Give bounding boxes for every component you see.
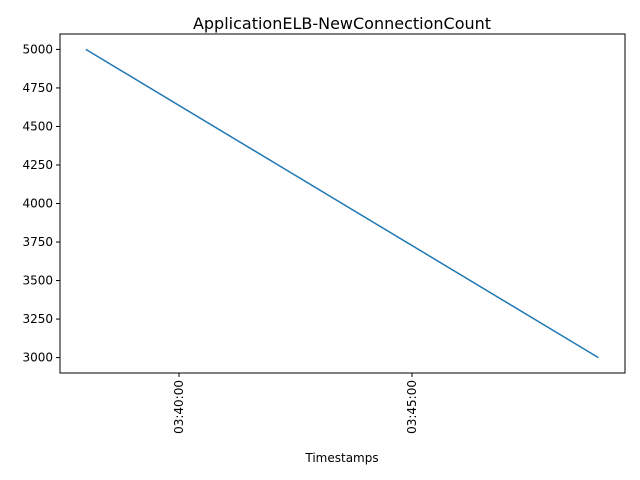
x-axis: 03:40:00 03:45:00 [172,373,419,434]
y-tick-label: 3250 [22,312,53,326]
y-tick-label: 3500 [22,274,53,288]
chart-title: ApplicationELB-NewConnectionCount [193,14,491,33]
y-tick-label: 4250 [22,158,53,172]
y-tick-label: 4000 [22,197,53,211]
x-tick-label: 03:45:00 [405,380,419,434]
y-tick-label: 4500 [22,119,53,133]
y-tick-label: 5000 [22,42,53,56]
y-tick-label: 3000 [22,351,53,365]
x-axis-label: Timestamps [304,451,378,465]
y-tick-label: 4750 [22,81,53,95]
y-tick-label: 3750 [22,235,53,249]
series-line [85,48,599,359]
y-axis: 3000 3250 3500 3750 4000 4250 4500 4750 5000 [22,42,60,365]
x-tick-label: 03:40:00 [172,380,186,434]
series-layer [85,48,599,359]
